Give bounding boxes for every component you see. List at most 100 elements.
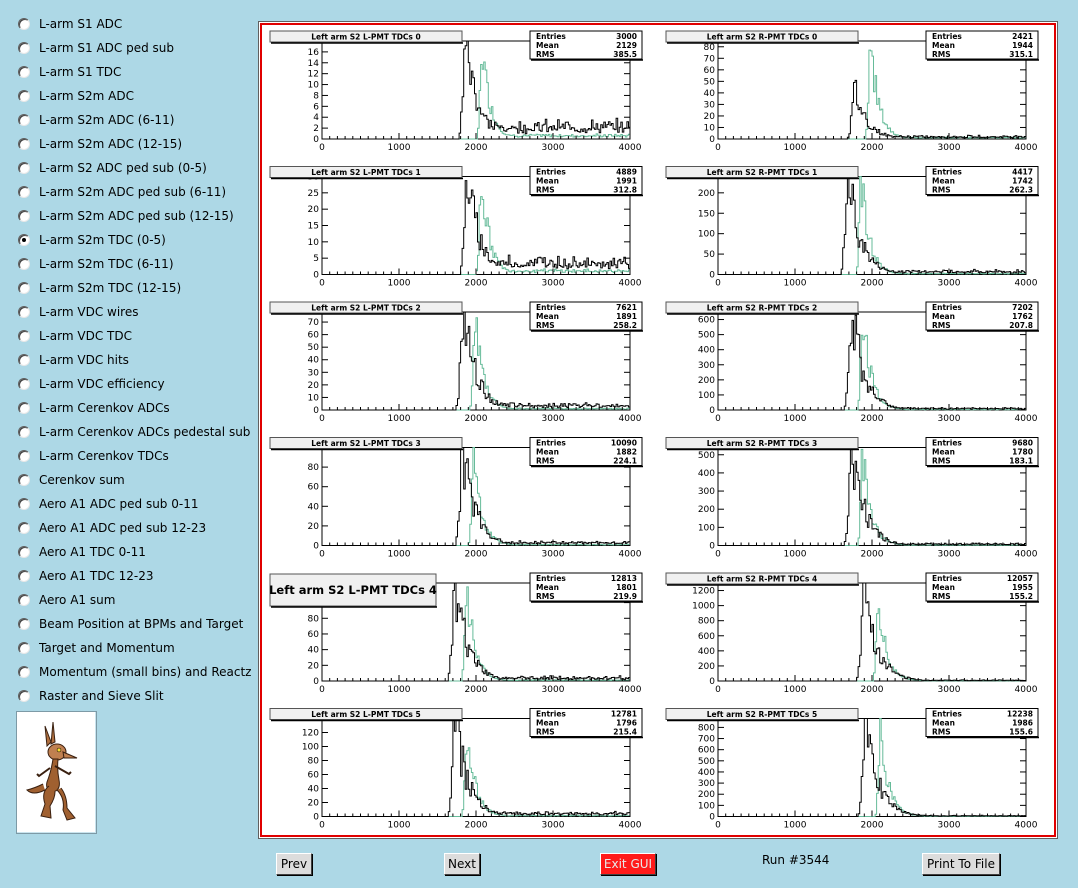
menu-item-3[interactable]: L-arm S2m ADC: [14, 84, 254, 108]
y-tick-label: 400: [698, 768, 715, 778]
menu-item-13[interactable]: L-arm VDC TDC: [14, 324, 254, 348]
radio-button[interactable]: [18, 258, 30, 270]
stats-label: Mean: [536, 312, 559, 321]
x-tick-label: 0: [319, 550, 325, 560]
radio-button[interactable]: [18, 138, 30, 150]
radio-button[interactable]: [18, 498, 30, 510]
menu-item-2[interactable]: L-arm S1 TDC: [14, 60, 254, 84]
histogram-panel-5[interactable]: 0 100 200 300 400 500 600 0 1000 2000 3000 4000 Entr…: [665, 301, 1039, 424]
radio-button[interactable]: [18, 354, 30, 366]
main-histogram: [322, 311, 630, 411]
radio-button[interactable]: [18, 570, 30, 582]
x-tick-label: 1000: [388, 550, 411, 560]
radio-button[interactable]: [18, 450, 30, 462]
menu-item-label: L-arm VDC hits: [39, 353, 129, 367]
radio-button[interactable]: [18, 642, 30, 654]
radio-button[interactable]: [18, 330, 30, 342]
prev-button[interactable]: Prev: [276, 853, 312, 875]
x-tick-label: 4000: [619, 685, 642, 695]
stats-label: Mean: [932, 719, 955, 728]
menu-item-7[interactable]: L-arm S2m ADC ped sub (6-11): [14, 180, 254, 204]
x-tick-label: 4000: [619, 550, 642, 560]
menu-item-19[interactable]: Cerenkov sum: [14, 468, 254, 492]
histogram-panel-10[interactable]: 0 20 40 60 80 100 120 0 1000 2000 3000 4000 Entries 1…: [269, 708, 643, 831]
radio-button[interactable]: [18, 90, 30, 102]
radio-button[interactable]: [18, 162, 30, 174]
radio-button[interactable]: [18, 18, 30, 30]
menu-item-4[interactable]: L-arm S2m ADC (6-11): [14, 108, 254, 132]
menu-item-16[interactable]: L-arm Cerenkov ADCs: [14, 396, 254, 420]
radio-button[interactable]: [18, 66, 30, 78]
menu-item-11[interactable]: L-arm S2m TDC (12-15): [14, 276, 254, 300]
radio-button[interactable]: [18, 522, 30, 534]
radio-button[interactable]: [18, 402, 30, 414]
menu-item-0[interactable]: L-arm S1 ADC: [14, 12, 254, 36]
radio-button[interactable]: [18, 666, 30, 678]
radio-button[interactable]: [18, 690, 30, 702]
x-tick-label: 4000: [1015, 143, 1038, 153]
histogram-panel-2[interactable]: 05101520253001000200030004000Entries4889…: [269, 166, 643, 289]
x-tick-label: 3000: [938, 685, 961, 695]
menu-item-20[interactable]: Aero A1 ADC ped sub 0-11: [14, 492, 254, 516]
y-tick-label: 20: [704, 112, 716, 122]
stats-value: 1891: [616, 312, 637, 321]
menu-item-9[interactable]: L-arm S2m TDC (0-5): [14, 228, 254, 252]
menu-item-28[interactable]: Raster and Sieve Slit: [14, 684, 254, 708]
y-tick-label: 0: [709, 271, 715, 281]
menu-item-8[interactable]: L-arm S2m ADC ped sub (12-15): [14, 204, 254, 228]
menu-item-15[interactable]: L-arm VDC efficiency: [14, 372, 254, 396]
main-histogram: [718, 176, 1026, 275]
radio-button[interactable]: [18, 42, 30, 54]
menu-item-12[interactable]: L-arm VDC wires: [14, 300, 254, 324]
radio-button[interactable]: [18, 186, 30, 198]
menu-item-10[interactable]: L-arm S2m TDC (6-11): [14, 252, 254, 276]
histogram-panel-6[interactable]: 0 20 40 60 80 0 1000 2000 3000 4000 Entries 10090 Me…: [269, 437, 643, 560]
menu-item-27[interactable]: Momentum (small bins) and Reactz: [14, 660, 254, 684]
menu-item-22[interactable]: Aero A1 TDC 0-11: [14, 540, 254, 564]
stats-value: 4889: [616, 168, 637, 177]
menu-item-21[interactable]: Aero A1 ADC ped sub 12-23: [14, 516, 254, 540]
y-tick-label: 100: [698, 230, 715, 240]
menu-item-label: L-arm VDC TDC: [39, 329, 132, 343]
radio-button[interactable]: [18, 306, 30, 318]
stats-label: Entries: [536, 303, 566, 312]
menu-item-label: Momentum (small bins) and Reactz: [39, 665, 252, 679]
histogram-panel-8[interactable]: 02040608010012001000200030004000Entries1…: [269, 572, 643, 695]
menu-item-25[interactable]: Beam Position at BPMs and Target: [14, 612, 254, 636]
menu-item-label: Aero A1 sum: [39, 593, 116, 607]
radio-button[interactable]: [18, 378, 30, 390]
menu-item-1[interactable]: L-arm S1 ADC ped sub: [14, 36, 254, 60]
exit-gui-button[interactable]: Exit GUI: [600, 853, 656, 875]
radio-button[interactable]: [18, 618, 30, 630]
radio-button[interactable]: [18, 594, 30, 606]
menu-item-24[interactable]: Aero A1 sum: [14, 588, 254, 612]
radio-button[interactable]: [18, 114, 30, 126]
main-histogram: [718, 79, 1026, 140]
menu-item-5[interactable]: L-arm S2m ADC (12-15): [14, 132, 254, 156]
histogram-title: Left arm S2 R-PMT TDCs 1: [707, 168, 817, 177]
radio-button[interactable]: [18, 546, 30, 558]
stats-value: 215.4: [613, 728, 637, 737]
next-button[interactable]: Next: [444, 853, 480, 875]
print-to-file-button[interactable]: Print To File: [922, 853, 1000, 875]
histogram-panel-4[interactable]: 0 10 20 30 40 50 60 70 0 1000 2000 3000 4000 Entries 7…: [269, 301, 643, 424]
radio-button[interactable]: [18, 426, 30, 438]
radio-button[interactable]: [18, 474, 30, 486]
menu-item-18[interactable]: L-arm Cerenkov TDCs: [14, 444, 254, 468]
menu-item-14[interactable]: L-arm VDC hits: [14, 348, 254, 372]
radio-button[interactable]: [18, 234, 30, 246]
histogram-panel-7[interactable]: 0 100 200 300 400 500 0 1000 2000 3000 4000 Entries…: [665, 437, 1039, 560]
menu-item-26[interactable]: Target and Momentum: [14, 636, 254, 660]
stats-value: 1780: [1012, 448, 1033, 457]
menu-item-23[interactable]: Aero A1 TDC 12-23: [14, 564, 254, 588]
histogram-canvas[interactable]: 0 2 4 6 8 10 12 14 16 0 1000 2000 3000 4000 Entries 300…: [260, 23, 1056, 837]
radio-button[interactable]: [18, 210, 30, 222]
radio-button[interactable]: [18, 282, 30, 294]
menu-item-17[interactable]: L-arm Cerenkov ADCs pedestal sub: [14, 420, 254, 444]
menu-item-6[interactable]: L-arm S2 ADC ped sub (0-5): [14, 156, 254, 180]
histogram-panel-9[interactable]: 0 200 400 600 800 1000 1200 0 1000 2000 3000 4000 En…: [665, 572, 1039, 695]
